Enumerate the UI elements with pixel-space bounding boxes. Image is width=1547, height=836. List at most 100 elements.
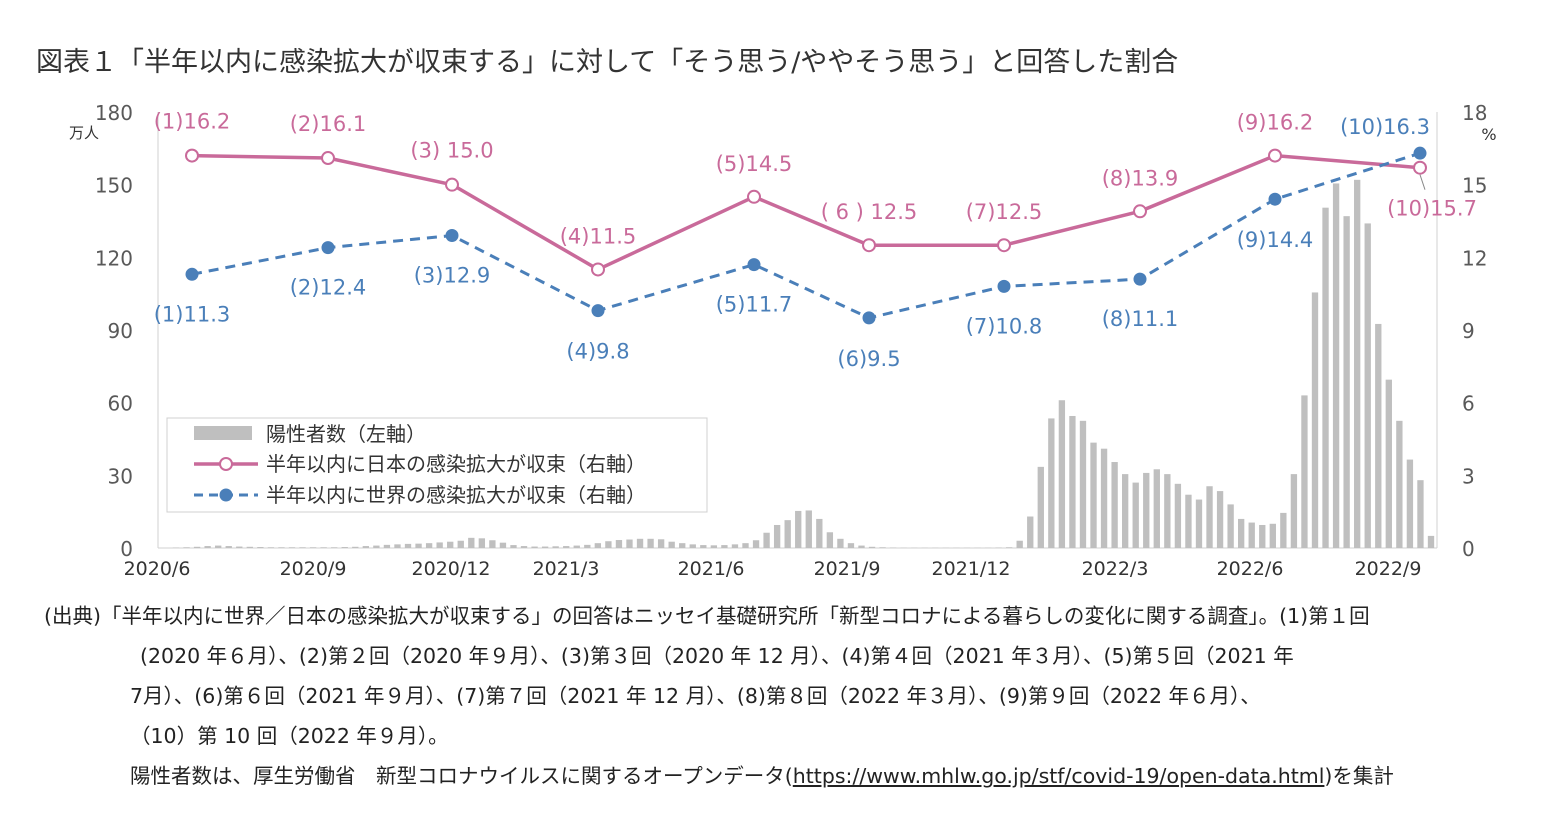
bar	[795, 510, 802, 548]
bar	[352, 546, 359, 548]
x-tick-label: 2022/9	[1355, 558, 1422, 580]
japan-marker	[591, 262, 605, 277]
x-tick-label: 2021/3	[533, 558, 600, 580]
japan-marker	[1133, 204, 1147, 219]
bar	[457, 540, 464, 548]
japan-marker	[997, 238, 1011, 253]
bar	[299, 547, 306, 548]
right-axis: 0 3 6 9 12 15 18%	[1462, 101, 1497, 561]
bar	[1153, 469, 1160, 548]
world-line	[191, 151, 1421, 320]
left-tick-label: 60	[108, 392, 133, 416]
bar	[668, 541, 675, 548]
bar	[1280, 512, 1287, 548]
bar	[721, 545, 728, 548]
bar	[1396, 420, 1403, 548]
japan-line	[191, 153, 1421, 272]
bar	[1301, 395, 1308, 548]
world-data-label: (4)9.8	[566, 340, 629, 364]
bar	[394, 544, 401, 548]
legend-label-bars: 陽性者数（左軸）	[266, 422, 426, 446]
bar	[1375, 323, 1382, 548]
bar	[1364, 223, 1371, 549]
bar	[267, 547, 275, 548]
bar	[879, 547, 886, 548]
japan-data-label: (8)13.9	[1102, 166, 1179, 190]
japan-data-label: (1)16.2	[154, 110, 231, 134]
bar	[1259, 524, 1266, 548]
japan-marker	[1413, 160, 1427, 175]
x-tick-label: 2021/12	[932, 558, 1011, 580]
world-data-label: (9)14.4	[1237, 228, 1314, 252]
chart-title: 図表１「半年以内に感染拡大が収束する」に対して「そう思う/ややそう思う」と回答し…	[36, 47, 1179, 78]
bar	[341, 547, 348, 548]
bar	[700, 545, 707, 548]
bar	[1269, 523, 1276, 548]
japan-marker	[747, 189, 761, 204]
japan-data-label: (2)16.1	[290, 112, 367, 136]
bar	[520, 546, 528, 548]
bar	[689, 544, 696, 548]
left-tick-label: 120	[95, 246, 133, 270]
bar	[204, 546, 211, 548]
bar	[1385, 379, 1392, 548]
bar	[1100, 448, 1108, 548]
japan-marker	[185, 148, 199, 163]
japan-data-label: (5)14.5	[716, 152, 793, 176]
bar	[773, 524, 781, 548]
bar	[552, 546, 559, 548]
bar	[573, 545, 580, 548]
legend-japan-marker	[219, 457, 233, 471]
bar	[626, 539, 633, 548]
right-axis-unit: %	[1481, 125, 1496, 144]
right-tick-label: 9	[1462, 319, 1475, 343]
x-tick-label: 2022/3	[1082, 558, 1149, 580]
world-marker	[1413, 146, 1427, 160]
bar	[1206, 486, 1213, 548]
bar	[1248, 522, 1255, 548]
world-data-label: (8)11.1	[1102, 307, 1179, 331]
world-marker	[591, 304, 605, 318]
bar	[1427, 535, 1435, 548]
world-data-label: (6)9.5	[837, 347, 900, 371]
bar	[1227, 504, 1234, 548]
bar	[1195, 499, 1203, 548]
bar	[1143, 472, 1150, 548]
bar	[436, 542, 443, 548]
bar	[309, 547, 317, 548]
bar	[288, 547, 296, 548]
world-marker	[321, 241, 335, 255]
bar	[278, 547, 285, 548]
world-data-label: (3)12.9	[414, 264, 491, 288]
japan-marker	[321, 151, 335, 166]
bar	[1238, 518, 1245, 548]
legend-bar-swatch	[194, 426, 252, 440]
source-link[interactable]: https://www.mhlw.go.jp/stf/covid-19/open…	[792, 764, 1325, 788]
japan-marker	[1268, 148, 1282, 163]
bar	[1354, 179, 1361, 548]
legend: 陽性者数（左軸） 半年以内に日本の感染拡大が収束（右軸） 半年以内に世界の感染拡大が…	[166, 417, 708, 513]
bar	[331, 547, 338, 548]
bar	[710, 545, 718, 548]
bar	[383, 544, 391, 548]
bar	[1037, 466, 1044, 548]
line-series: (1)16.2 (2)16.1 (3) 15.0 (4)11.5 (5)14.5 ( 6 …	[154, 110, 1477, 371]
bar	[246, 546, 253, 548]
x-tick-label: 2021/9	[814, 558, 881, 580]
bar	[225, 546, 232, 548]
japan-data-label: ( 6 ) 12.5	[821, 200, 918, 224]
bar	[1069, 415, 1076, 548]
bar	[415, 543, 422, 548]
bar	[1417, 480, 1424, 548]
right-tick-label: 15	[1462, 174, 1487, 198]
left-tick-label: 30	[108, 464, 133, 488]
note-line-4: （10）第 10 回（2022 年９月）。	[130, 724, 449, 748]
bar	[1290, 474, 1298, 548]
japan-data-label: (9)16.2	[1237, 111, 1314, 135]
japan-data-label: (7)12.5	[966, 200, 1043, 224]
left-tick-label: 90	[108, 319, 133, 343]
x-tick-label: 2021/6	[678, 558, 745, 580]
note-line-5-pre: 陽性者数は、厚生労働省 新型コロナウイルスに関するオープンデータ(	[130, 764, 793, 788]
bar	[636, 538, 644, 548]
label-leader-line	[1419, 174, 1426, 190]
